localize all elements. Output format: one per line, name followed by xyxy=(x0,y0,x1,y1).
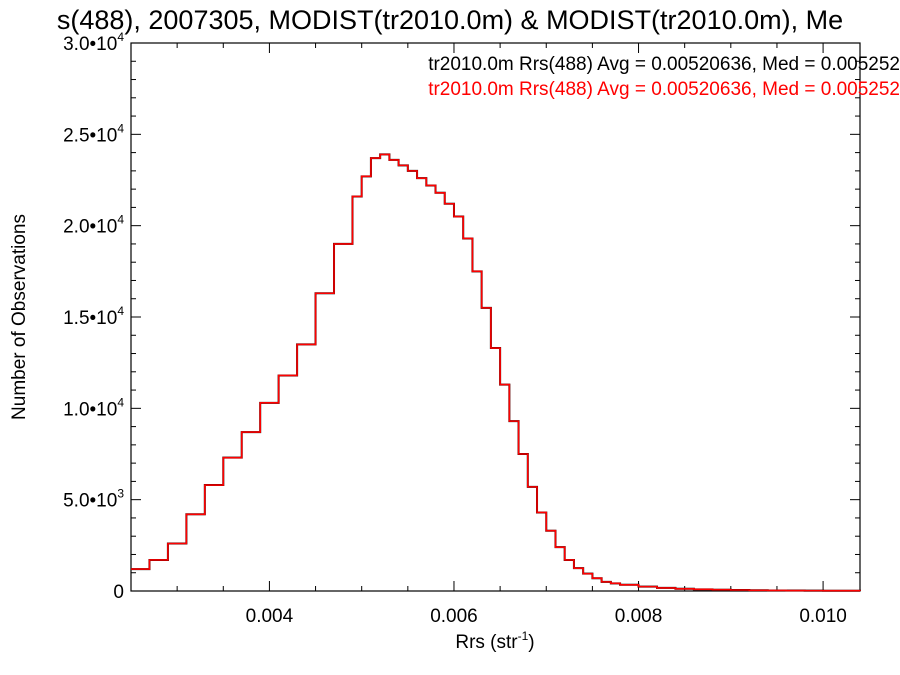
series-line-black xyxy=(131,153,861,592)
y-tick-labels: 05.0•1031.0•1041.5•1042.0•1042.5•1043.0•… xyxy=(63,30,124,603)
x-tick-label: 0.006 xyxy=(430,606,478,627)
y-tick-exponent: 4 xyxy=(117,30,124,44)
y-axis-label: Number of Observations xyxy=(9,214,30,420)
x-axis-label-end: ) xyxy=(528,632,534,653)
y-tick-label: 1.5•104 xyxy=(63,304,124,329)
legend-entry-black: tr2010.0m Rrs(488) Avg = 0.00520636, Med… xyxy=(428,54,900,75)
legend-entry-red: tr2010.0m Rrs(488) Avg = 0.00520636, Med… xyxy=(428,79,900,100)
y-tick-mantissa: 0 xyxy=(113,582,124,603)
x-tick-labels: 0.004 0.006 0.008 0.010 xyxy=(246,606,847,627)
y-tick-mantissa: 1.5•10 xyxy=(63,308,117,329)
y-tick-exponent: 4 xyxy=(117,121,124,135)
y-tick-mantissa: 3.0•10 xyxy=(63,34,117,55)
y-tick-mantissa: 2.0•10 xyxy=(63,217,117,238)
x-tick-label: 0.008 xyxy=(615,606,663,627)
y-tick-exponent: 4 xyxy=(117,213,124,227)
series-layer xyxy=(131,153,861,592)
y-tick-mantissa: 2.5•10 xyxy=(63,125,117,146)
y-tick-exponent: 4 xyxy=(117,395,124,409)
y-tick-mantissa: 5.0•10 xyxy=(63,491,117,512)
plot-frame xyxy=(130,42,861,592)
y-tick-exponent: 3 xyxy=(117,487,124,501)
chart-title: s(488), 2007305, MODIST(tr2010.0m) & MOD… xyxy=(57,5,843,35)
y-tick-label: 5.0•103 xyxy=(63,487,124,512)
y-tick-exponent: 4 xyxy=(117,304,124,318)
y-tick-label: 2.0•104 xyxy=(63,213,124,238)
x-axis-label-sup: -1 xyxy=(518,629,529,643)
x-axis-label-text: Rrs (str xyxy=(455,632,518,653)
y-tick-label: 3.0•104 xyxy=(63,30,124,55)
y-tick-label: 1.0•104 xyxy=(63,395,124,420)
y-tick-mantissa: 1.0•10 xyxy=(63,399,117,420)
x-axis-label: Rrs (str-1) xyxy=(455,629,534,653)
y-tick-label: 2.5•104 xyxy=(63,121,124,146)
x-tick-label: 0.010 xyxy=(799,606,847,627)
y-tick-label: 0 xyxy=(113,582,124,603)
axis-ticks xyxy=(130,42,860,592)
series-line-red xyxy=(131,153,861,592)
x-tick-label: 0.004 xyxy=(246,606,294,627)
